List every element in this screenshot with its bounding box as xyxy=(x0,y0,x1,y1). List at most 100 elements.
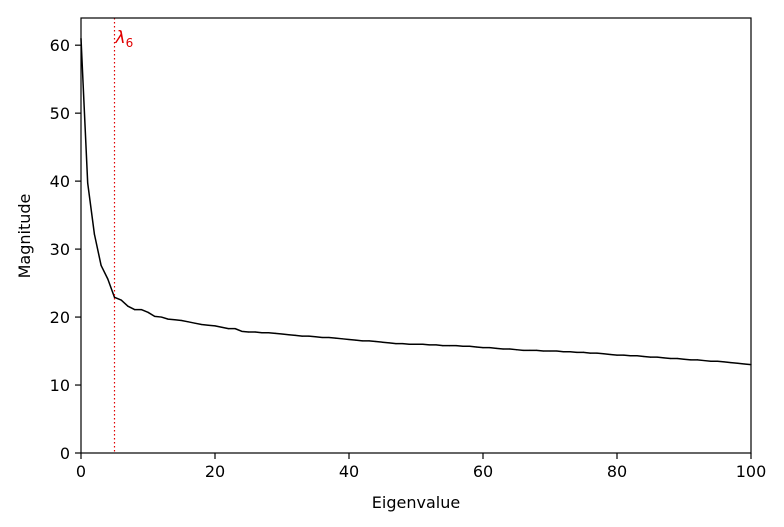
data-point xyxy=(623,354,625,356)
data-point xyxy=(288,334,290,336)
data-point xyxy=(716,360,719,362)
data-point xyxy=(455,345,457,347)
data-point xyxy=(670,357,672,360)
eigenvalue-marker-symbol: λ xyxy=(115,28,126,48)
data-point xyxy=(462,345,464,347)
data-point xyxy=(308,335,310,337)
data-point xyxy=(314,336,317,338)
data-point xyxy=(160,316,162,318)
plot-area-background xyxy=(81,18,751,453)
data-point xyxy=(402,342,404,345)
data-point xyxy=(328,336,330,339)
data-point xyxy=(140,308,142,311)
data-point xyxy=(636,355,638,357)
data-point xyxy=(113,296,116,298)
data-point xyxy=(201,323,203,326)
data-point xyxy=(375,340,377,343)
data-point xyxy=(596,352,598,354)
data-point xyxy=(442,345,444,347)
data-point xyxy=(221,326,223,328)
data-point xyxy=(120,299,122,301)
data-point xyxy=(469,345,471,347)
x-tick-label: 80 xyxy=(607,462,627,481)
data-point xyxy=(341,338,343,340)
data-point xyxy=(549,350,551,352)
data-point xyxy=(576,351,578,354)
data-point xyxy=(368,340,370,342)
data-point xyxy=(562,351,565,353)
data-point xyxy=(335,337,337,339)
data-point xyxy=(649,356,652,358)
series-layer xyxy=(80,37,752,366)
y-tick-label: 60 xyxy=(50,36,70,55)
x-tick-label: 60 xyxy=(473,462,493,481)
y-axis-label: Magnitude xyxy=(15,194,34,279)
data-point xyxy=(629,355,632,357)
data-point xyxy=(743,363,745,365)
annotation-layer: λ6 xyxy=(113,18,134,453)
data-point xyxy=(422,343,424,345)
data-point xyxy=(509,348,511,350)
data-point xyxy=(87,182,89,184)
y-tick-label: 10 xyxy=(50,376,70,395)
data-point xyxy=(696,359,699,361)
data-point xyxy=(502,348,504,350)
data-point xyxy=(361,340,363,342)
data-point xyxy=(381,341,384,343)
data-point xyxy=(294,334,296,337)
data-point xyxy=(609,353,611,356)
x-tick-label: 100 xyxy=(736,462,767,481)
data-point xyxy=(515,349,518,351)
data-point xyxy=(663,357,665,359)
data-point xyxy=(448,345,451,347)
data-point xyxy=(187,321,189,323)
data-point xyxy=(723,361,725,363)
data-point xyxy=(415,343,417,345)
data-point xyxy=(589,352,591,354)
data-point xyxy=(321,336,323,339)
data-point xyxy=(643,355,645,358)
x-tick-label: 40 xyxy=(339,462,359,481)
data-point xyxy=(107,278,109,280)
data-point xyxy=(301,335,303,337)
data-point xyxy=(536,349,538,351)
data-point xyxy=(167,318,169,320)
eigenvalue-marker-label: λ6 xyxy=(115,28,134,50)
data-point xyxy=(154,315,156,317)
eigenvalue-marker-subscript: 6 xyxy=(126,36,134,50)
data-point xyxy=(676,357,678,360)
x-tick-label: 20 xyxy=(205,462,225,481)
data-point xyxy=(207,324,209,326)
y-tick-label: 30 xyxy=(50,240,70,259)
y-tick-label: 50 xyxy=(50,104,70,123)
data-point xyxy=(355,339,357,341)
data-point xyxy=(174,319,176,321)
data-point xyxy=(710,360,712,362)
data-point xyxy=(247,331,250,333)
data-point xyxy=(281,333,283,335)
data-point xyxy=(388,342,390,344)
data-point xyxy=(475,346,477,348)
data-point xyxy=(254,331,256,333)
data-point xyxy=(408,343,410,345)
data-point xyxy=(274,332,276,334)
x-tick-label: 0 xyxy=(76,462,86,481)
data-point xyxy=(241,330,243,332)
data-point xyxy=(134,308,136,311)
data-point xyxy=(529,349,531,351)
data-point xyxy=(180,319,183,322)
data-point xyxy=(737,362,739,364)
data-point xyxy=(482,347,484,349)
x-axis-ticks: 0 20 40 60 80 100 xyxy=(76,453,766,481)
data-point xyxy=(428,344,430,346)
data-point xyxy=(582,351,585,354)
data-point xyxy=(690,359,692,361)
data-point xyxy=(603,353,605,355)
data-point xyxy=(495,347,497,349)
data-point xyxy=(234,328,236,330)
data-point xyxy=(100,264,102,267)
data-point xyxy=(542,350,544,352)
data-point xyxy=(556,350,558,352)
data-point xyxy=(703,359,705,362)
